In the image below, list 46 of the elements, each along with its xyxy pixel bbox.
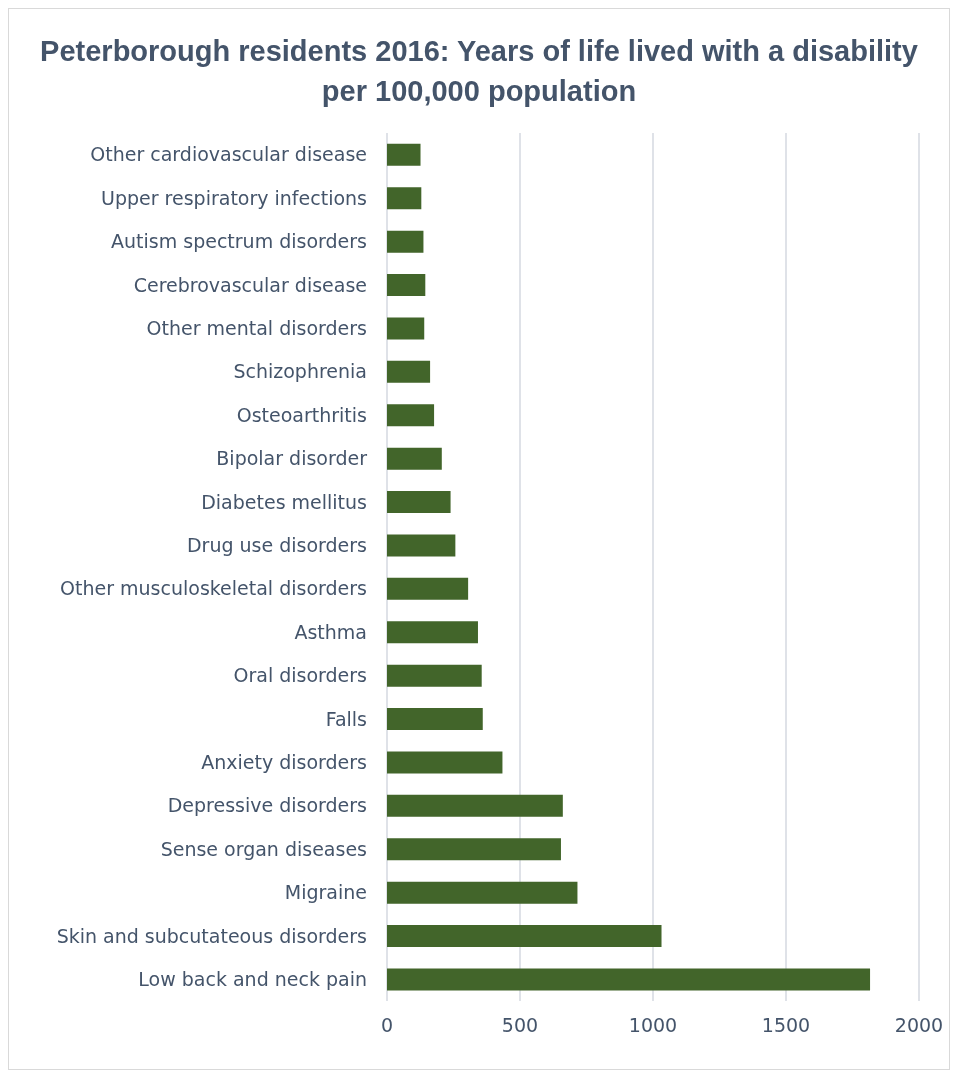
bar <box>387 838 561 861</box>
y-tick-label: Anxiety disorders <box>201 751 367 774</box>
bar <box>387 230 424 253</box>
bar <box>387 794 563 817</box>
y-tick-label: Asthma <box>294 620 367 643</box>
x-tick-label: 2000 <box>894 1014 944 1037</box>
bar <box>387 751 503 774</box>
bar <box>387 968 871 991</box>
y-tick-label: Diabetes mellitus <box>201 490 367 513</box>
bar <box>387 187 422 210</box>
y-tick-label: Falls <box>325 707 367 730</box>
y-tick-label: Other mental disorders <box>146 317 367 340</box>
bar <box>387 664 482 687</box>
bar <box>387 881 578 904</box>
bar <box>387 534 456 557</box>
bar <box>387 404 435 427</box>
bar <box>387 447 442 470</box>
y-tick-label: Depressive disorders <box>167 794 367 817</box>
y-tick-label: Drug use disorders <box>186 534 367 557</box>
y-tick-label: Bipolar disorder <box>216 447 368 470</box>
x-tick-label: 0 <box>380 1014 394 1037</box>
y-tick-label: Other musculoskeletal disorders <box>60 577 367 600</box>
bar <box>387 577 469 600</box>
x-tick-label: 1000 <box>628 1014 678 1037</box>
x-tick-label: 500 <box>501 1014 539 1037</box>
bar <box>387 491 451 514</box>
x-tick-label: 1500 <box>761 1014 811 1037</box>
bar <box>387 274 426 297</box>
bar <box>387 621 478 644</box>
bar <box>387 317 425 340</box>
y-tick-label: Low back and neck pain <box>138 968 367 991</box>
chart-title: Peterborough residents 2016: Years of life lived with a disability per 100,000 population <box>39 34 919 109</box>
y-tick-label: Schizophrenia <box>233 360 367 383</box>
y-tick-label: Oral disorders <box>233 664 367 687</box>
y-tick-label: Sense organ diseases <box>160 837 367 860</box>
y-tick-label: Osteoarthritis <box>236 403 367 426</box>
bar <box>387 708 483 731</box>
y-tick-label: Autism spectrum disorders <box>111 230 367 253</box>
y-tick-label: Upper respiratory infections <box>101 186 367 209</box>
bar <box>387 143 421 166</box>
y-tick-label: Migraine <box>284 881 367 904</box>
y-tick-label: Other cardiovascular disease <box>90 143 367 166</box>
y-tick-label: Cerebrovascular disease <box>133 273 367 296</box>
bar <box>387 925 662 948</box>
bar <box>387 360 431 383</box>
y-tick-label: Skin and subcutateous disorders <box>56 924 367 947</box>
